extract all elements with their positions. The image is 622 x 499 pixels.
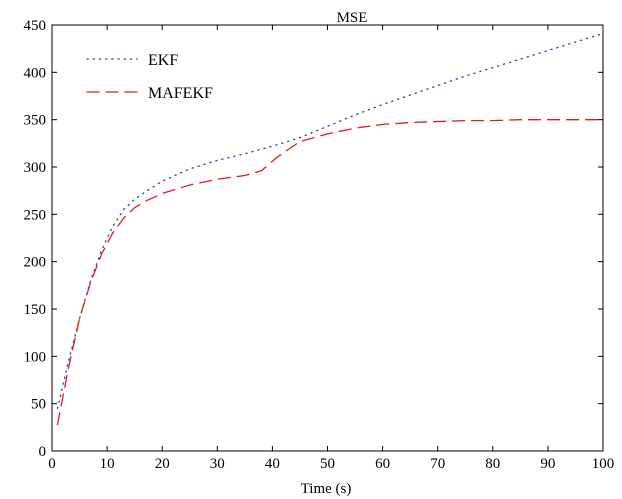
x-tick-label: 70 bbox=[430, 456, 445, 472]
x-axis-ticks: 0 10 20 30 40 50 60 70 80 90 100 bbox=[48, 25, 614, 472]
y-tick-label: 350 bbox=[24, 113, 47, 129]
x-tick-label: 100 bbox=[592, 456, 615, 472]
x-tick-label: 30 bbox=[210, 456, 225, 472]
y-axis-ticks: 0 50 100 150 200 250 300 350 400 450 bbox=[24, 18, 603, 460]
chart-title: MSE bbox=[337, 10, 368, 26]
legend-label-mafekf: MAFEKF bbox=[148, 85, 213, 102]
legend: EKF MAFEKF bbox=[86, 52, 213, 102]
x-tick-label: 20 bbox=[155, 456, 170, 472]
plot-area bbox=[51, 24, 604, 452]
series-layer bbox=[56, 32, 604, 426]
y-tick-label: 100 bbox=[24, 349, 47, 365]
legend-label-ekf: EKF bbox=[148, 52, 178, 69]
series-line-ekf bbox=[56, 32, 604, 410]
y-tick-label: 0 bbox=[39, 444, 47, 460]
y-tick-label: 450 bbox=[24, 18, 47, 34]
x-tick-label: 40 bbox=[265, 456, 280, 472]
x-tick-label: 80 bbox=[485, 456, 500, 472]
y-tick-label: 50 bbox=[31, 397, 46, 413]
y-tick-label: 400 bbox=[24, 65, 47, 81]
y-tick-label: 250 bbox=[24, 207, 47, 223]
y-tick-label: 200 bbox=[24, 255, 47, 271]
y-tick-label: 150 bbox=[24, 302, 47, 318]
y-tick-label: 300 bbox=[24, 160, 47, 176]
x-tick-label: 60 bbox=[375, 456, 390, 472]
series-line-mafekf bbox=[56, 119, 604, 426]
x-axis-label: Time (s) bbox=[301, 481, 352, 497]
x-tick-label: 90 bbox=[540, 456, 555, 472]
x-tick-label: 50 bbox=[320, 456, 335, 472]
x-tick-label: 10 bbox=[100, 456, 115, 472]
x-tick-label: 0 bbox=[48, 456, 56, 472]
